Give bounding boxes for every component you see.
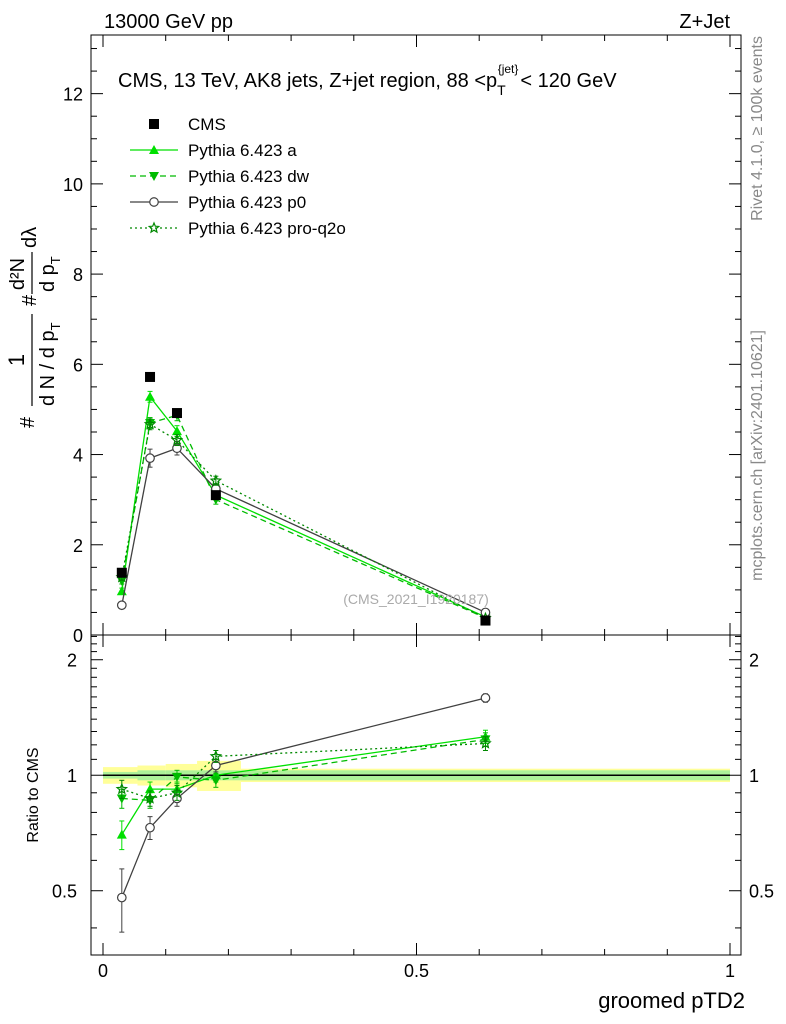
ylabel-frac-den: d N / d pT bbox=[37, 322, 63, 406]
x-tick-label-2: 1 bbox=[725, 961, 735, 981]
ratio-2-point-1 bbox=[145, 822, 155, 833]
ylabel-frac-num: 1 bbox=[4, 354, 29, 366]
main-y-tick-label-1: 2 bbox=[73, 536, 83, 556]
energy-label: 13000 GeV pp bbox=[104, 11, 233, 33]
ratio-panel-frame bbox=[90, 634, 742, 956]
rivet-version-label: Rivet 4.1.0, ≥ 100k events bbox=[749, 36, 766, 221]
series-3-point-1 bbox=[143, 417, 157, 430]
ratio-3-point-2 bbox=[170, 786, 184, 799]
plot-title-sup: {jet} bbox=[498, 62, 519, 76]
plot-title-main: CMS, 13 TeV, AK8 jets, Z+jet region, 88 … bbox=[118, 70, 497, 92]
process-label: Z+Jet bbox=[679, 11, 730, 33]
ratio-y-label: Ratio to CMS bbox=[25, 747, 42, 842]
legend: CMS Pythia 6.423 a Pythia 6.423 dw Pythia 6… bbox=[130, 115, 346, 238]
legend-label-data: CMS bbox=[188, 115, 226, 134]
legend-marker-2 bbox=[149, 197, 159, 207]
mcplots-source-label: mcplots.cern.ch [arXiv:2401.10621] bbox=[749, 330, 766, 581]
ratio-2-point-0 bbox=[116, 892, 127, 903]
series-2-point-1 bbox=[145, 453, 155, 464]
main-y-tick-label-2: 4 bbox=[73, 446, 83, 466]
main-y-tick-label-0: 0 bbox=[73, 626, 83, 646]
ratio-panel-series bbox=[115, 693, 492, 933]
ratio-line-3 bbox=[121, 742, 486, 800]
ratio-0-point-0 bbox=[116, 829, 127, 839]
x-tick-label-1: 0.5 bbox=[404, 961, 429, 981]
data-point-1 bbox=[145, 371, 156, 382]
x-tick-label-0: 0 bbox=[98, 961, 108, 981]
legend-label-3: Pythia 6.423 pro-q2o bbox=[188, 219, 346, 238]
analysis-watermark: (CMS_2021_I1920187) bbox=[343, 591, 489, 607]
legend-marker-1 bbox=[149, 172, 159, 181]
data-point-3 bbox=[210, 490, 221, 501]
ratio-y-tick-label-0: 0.5 bbox=[52, 882, 77, 902]
series-0 bbox=[116, 390, 491, 621]
main-y-tick-label-5: 10 bbox=[63, 175, 83, 195]
series-0-point-2 bbox=[171, 426, 182, 436]
ylabel-frac2-den: d pT bbox=[37, 256, 63, 292]
ylabel-hash-mid: # bbox=[19, 294, 41, 306]
ratio-3-point-0 bbox=[115, 782, 129, 795]
ylabel-hash-left: # bbox=[17, 416, 39, 428]
ratio-3-point-4 bbox=[479, 736, 492, 749]
data-series bbox=[116, 371, 491, 626]
ratio-series-3 bbox=[115, 736, 492, 807]
legend-label-2: Pythia 6.423 p0 bbox=[188, 193, 306, 212]
legend-marker-data bbox=[149, 119, 159, 129]
series-2-point-0 bbox=[116, 600, 127, 611]
data-point-4 bbox=[480, 615, 491, 626]
x-axis-ticks: 0 0.5 1 bbox=[98, 35, 735, 981]
data-point-2 bbox=[171, 408, 182, 419]
ratio-uncertainty-bands bbox=[103, 760, 730, 791]
ratio-y-tick-label-2: 2 bbox=[67, 651, 77, 671]
legend-label-0: Pythia 6.423 a bbox=[188, 141, 297, 160]
ratio-y-tick-label-1: 1 bbox=[67, 766, 77, 786]
plot-title: CMS, 13 TeV, AK8 jets, Z+jet region, 88 … bbox=[118, 62, 617, 98]
ylabel-frac2-num: d²N bbox=[7, 258, 29, 290]
main-y-tick-label-4: 8 bbox=[73, 265, 83, 285]
series-line-3 bbox=[121, 423, 486, 619]
ratio-3-point-1 bbox=[143, 791, 157, 804]
series-3-point-2 bbox=[170, 433, 184, 446]
ylabel-tail: dλ bbox=[19, 227, 41, 248]
x-axis-label: groomed pTD2 bbox=[598, 988, 745, 1013]
series-line-2 bbox=[121, 447, 486, 614]
series-3-point-3 bbox=[209, 474, 223, 487]
ratio-2-point-4 bbox=[480, 693, 491, 703]
ratio-y-tick-label-right-2: 2 bbox=[749, 651, 759, 671]
main-y-tick-label-3: 6 bbox=[73, 355, 83, 375]
ratio-y-tick-label-right-1: 1 bbox=[749, 766, 759, 786]
legend-label-1: Pythia 6.423 dw bbox=[188, 167, 310, 186]
ratio-3-point-3 bbox=[209, 749, 223, 762]
ratio-series-0 bbox=[116, 729, 491, 851]
main-panel-series bbox=[115, 371, 492, 626]
series-0-point-1 bbox=[145, 391, 156, 401]
ratio-axis-ticks: 0.5 0.5 1 1 2 2 bbox=[52, 635, 774, 929]
legend-marker-0 bbox=[149, 145, 159, 154]
ratio-series-2 bbox=[116, 693, 491, 933]
main-axis-ticks: 0 2 4 6 8 10 12 bbox=[63, 48, 741, 646]
legend-marker-3 bbox=[147, 221, 161, 234]
ratio-y-tick-label-right-0: 0.5 bbox=[749, 882, 774, 902]
plot-title-tail: < 120 GeV bbox=[520, 70, 617, 92]
main-y-label: # 1 d N / d pT # d²N d pT dλ bbox=[4, 227, 63, 428]
data-point-0 bbox=[116, 567, 127, 578]
main-y-tick-label-6: 12 bbox=[63, 85, 83, 105]
plot-title-sub: T bbox=[497, 82, 506, 98]
ratio-1-point-2 bbox=[171, 772, 182, 782]
ratio-1-point-3 bbox=[210, 776, 221, 786]
